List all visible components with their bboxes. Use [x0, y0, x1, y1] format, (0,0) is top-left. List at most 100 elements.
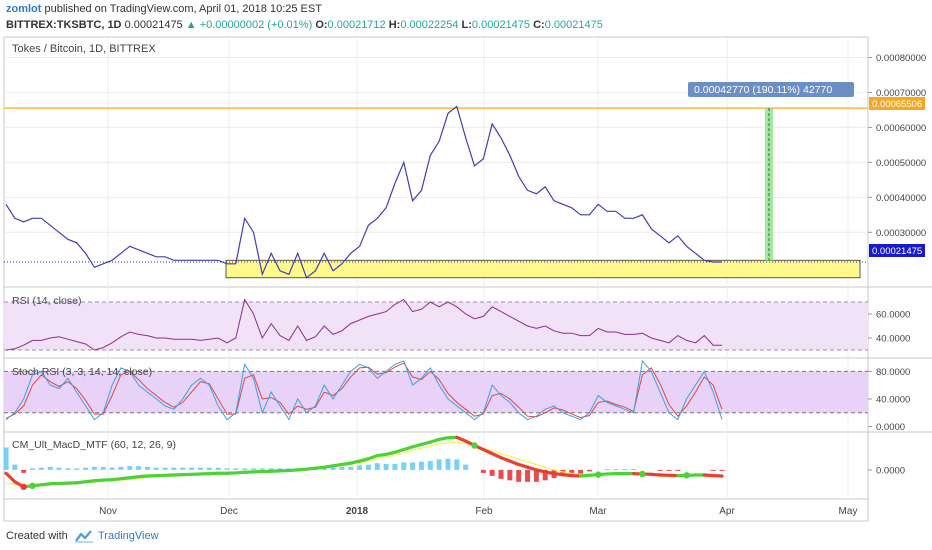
stoch-pane-title: Stoch RSI (3, 3, 14, 14, close)	[12, 366, 152, 378]
open-label: O:	[315, 19, 328, 31]
macd-histogram-bar	[83, 467, 89, 470]
stoch-d-line	[5, 362, 723, 419]
support-zone[interactable]	[225, 259, 861, 279]
low-label: L:	[461, 19, 472, 31]
macd-pane-title: CM_Ult_MacD_MTF (60, 12, 26, 9)	[12, 439, 176, 451]
macd-histogram-bar	[498, 469, 504, 479]
macd-axis-tick-label: 0.0000	[876, 465, 905, 476]
ohlc-line: BITTREX:TKSBTC, 1D 0.00021475 ▲ +0.00000…	[6, 19, 603, 31]
rsi-band	[4, 302, 868, 350]
price-axis-tick-label: 0.00050000	[876, 158, 926, 169]
close-value: 0.00021475	[544, 19, 603, 31]
macd-histogram-bar	[109, 467, 115, 470]
time-tick-label: Apr	[719, 506, 735, 517]
macd-histogram-bar	[710, 469, 716, 471]
macd-histogram-bar	[189, 467, 195, 470]
last-price: 0.00021475	[124, 19, 183, 31]
time-tick-label: Nov	[99, 506, 117, 517]
macd-histogram-bar	[357, 465, 363, 470]
macd-cross-dot	[595, 471, 602, 478]
macd-histogram-bar	[666, 469, 672, 471]
price-axis-tick-label: 0.00080000	[876, 53, 926, 64]
macd-histogram-bar	[197, 467, 203, 470]
time-tick-label: Feb	[475, 506, 493, 517]
macd-histogram-bar	[12, 464, 18, 470]
price-pane-title: Tokes / Bitcoin, 1D, BITTREX	[12, 43, 156, 55]
chart-area[interactable]: 0.00030000 0.00040000 0.00050000 0.00060000…	[0, 36, 932, 522]
macd-histogram-bar	[586, 469, 592, 472]
macd-histogram-bar	[162, 467, 168, 470]
rsi-pane: 40.0000 60.0000 RSI (14, close)	[4, 295, 910, 351]
price-axis-tick-label: 0.00060000	[876, 123, 926, 134]
macd-histogram-bar	[657, 469, 663, 471]
stoch-rsi-pane: 0.0000 40.0000 80.0000 Stoch RSI (3, 3, 14…	[4, 359, 910, 433]
macd-histogram-bar	[613, 469, 619, 471]
macd-histogram-bar	[436, 459, 442, 470]
macd-histogram-bar	[153, 467, 159, 470]
footer-created-text: Created with	[6, 530, 68, 542]
macd-histogram-bar	[47, 466, 53, 470]
macd-histogram-bar	[206, 467, 212, 470]
footer-brand-link[interactable]: TradingView	[98, 530, 159, 542]
publisher-username[interactable]: zomlot	[6, 3, 42, 15]
time-tick-label: Mar	[589, 506, 607, 517]
macd-histogram-bar	[560, 469, 566, 476]
macd-histogram-bar	[127, 466, 133, 470]
macd-histogram-bar	[418, 461, 424, 470]
rsi-axis-ticks: 40.0000 60.0000	[868, 310, 910, 345]
macd-histogram-bar	[348, 466, 354, 470]
price-pane: 0.00030000 0.00040000 0.00050000 0.00060000…	[4, 43, 926, 279]
macd-cross-dot	[20, 483, 27, 491]
macd-histogram-bar	[259, 468, 265, 470]
tradingview-logo-icon	[75, 530, 93, 543]
last-price-tag: 0.00021475	[869, 244, 925, 257]
stoch-axis-tick-label: 80.0000	[876, 367, 910, 378]
macd-histogram-bar	[578, 469, 584, 474]
stoch-axis-tick-label: 40.0000	[876, 394, 910, 405]
open-value: 0.00021712	[327, 19, 386, 31]
macd-histogram-bar	[277, 468, 283, 470]
macd-histogram	[3, 447, 725, 482]
macd-histogram-bar	[383, 463, 389, 470]
macd-histogram-bar	[74, 468, 80, 470]
price-axis-tick-label: 0.00070000	[876, 88, 926, 99]
macd-histogram-bar	[136, 466, 142, 470]
macd-histogram-bar	[427, 460, 433, 470]
stoch-k-line	[5, 359, 723, 421]
macd-histogram-bar	[65, 468, 71, 470]
rsi-axis-tick-label: 40.0000	[876, 334, 910, 345]
last-price-tag-text: 0.00021475	[872, 246, 922, 257]
macd-histogram-bar	[215, 467, 221, 470]
macd-histogram-bar	[569, 469, 575, 476]
macd-histogram-bar	[675, 469, 681, 471]
macd-histogram-bar	[454, 459, 460, 470]
macd-histogram-bar	[392, 463, 398, 470]
macd-histogram-bar	[525, 469, 531, 482]
macd-histogram-bar	[251, 468, 257, 470]
macd-histogram-bar	[374, 463, 380, 470]
macd-pane: 0.0000 CM_Ult_MacD_MTF (60, 12, 26, 9)	[3, 435, 905, 491]
macd-histogram-bar	[321, 468, 327, 470]
low-value: 0.00021475	[471, 19, 531, 31]
time-tick-label: Dec	[220, 506, 238, 517]
time-axis-ticks: Nov Dec 2018 Feb Mar Apr May	[99, 506, 857, 517]
macd-histogram-bar	[56, 467, 62, 470]
measure-label-text: 0.00042770 (190.11%) 42770	[694, 84, 832, 96]
macd-histogram-bar	[268, 468, 274, 470]
price-axis-tick-label: 0.00030000	[876, 228, 926, 239]
macd-histogram-bar	[21, 469, 27, 473]
published-info: published on TradingView.com, April 01, …	[44, 3, 322, 15]
macd-histogram-bar	[330, 467, 336, 470]
macd-line-segment	[481, 447, 494, 456]
stoch-axis-ticks: 0.0000 40.0000 80.0000	[868, 367, 910, 433]
macd-line-segment	[4, 471, 17, 484]
chart-header: zomlot published on TradingView.com, Apr…	[0, 0, 932, 36]
macd-histogram-bar	[224, 468, 230, 470]
macd-cross-dot	[471, 442, 478, 449]
macd-histogram-bar	[118, 466, 124, 470]
macd-histogram-bar	[516, 469, 522, 482]
macd-histogram-bar	[533, 469, 539, 482]
macd-histogram-bar	[144, 466, 150, 470]
macd-histogram-bar	[38, 467, 44, 470]
rsi-axis-tick-label: 60.0000	[876, 310, 910, 321]
